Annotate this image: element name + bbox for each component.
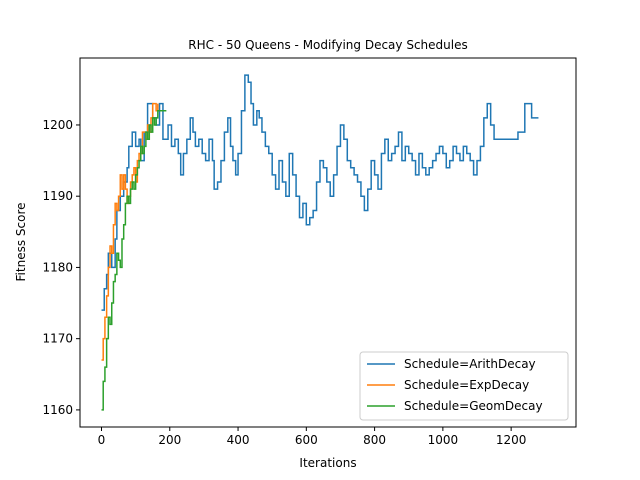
y-axis-ticks: 1160 1170 1180 1190 1200	[42, 118, 80, 417]
x-tick-label: 1000	[428, 433, 459, 447]
y-tick-label: 1160	[42, 403, 73, 417]
series-line-2	[101, 109, 167, 411]
chart-title: RHC - 50 Queens - Modifying Decay Schedu…	[188, 38, 467, 52]
x-axis-label: Iterations	[299, 456, 356, 470]
x-tick-label: 600	[295, 433, 318, 447]
x-tick-label: 0	[98, 433, 106, 447]
y-tick-label: 1170	[42, 332, 73, 346]
x-tick-label: 800	[363, 433, 386, 447]
plot-frame	[79, 57, 577, 428]
y-axis-label: Fitness Score	[14, 203, 28, 282]
x-tick-label: 1200	[496, 433, 527, 447]
y-tick-label: 1180	[42, 260, 73, 274]
legend: Schedule=ArithDecay Schedule=ExpDecay Sche…	[359, 351, 569, 421]
x-tick-label: 200	[158, 433, 181, 447]
series-layer	[101, 74, 539, 411]
legend-label: Schedule=GeomDecay	[404, 399, 543, 413]
legend-label: Schedule=ExpDecay	[404, 378, 529, 392]
y-tick-label: 1190	[42, 189, 73, 203]
series-line-0	[101, 74, 539, 311]
x-axis-ticks: 0 200 400 600 800 1000 1200	[98, 427, 527, 447]
y-tick-label: 1200	[42, 118, 73, 132]
legend-label: Schedule=ArithDecay	[404, 357, 536, 371]
legend-box	[359, 351, 569, 421]
x-tick-label: 400	[227, 433, 250, 447]
